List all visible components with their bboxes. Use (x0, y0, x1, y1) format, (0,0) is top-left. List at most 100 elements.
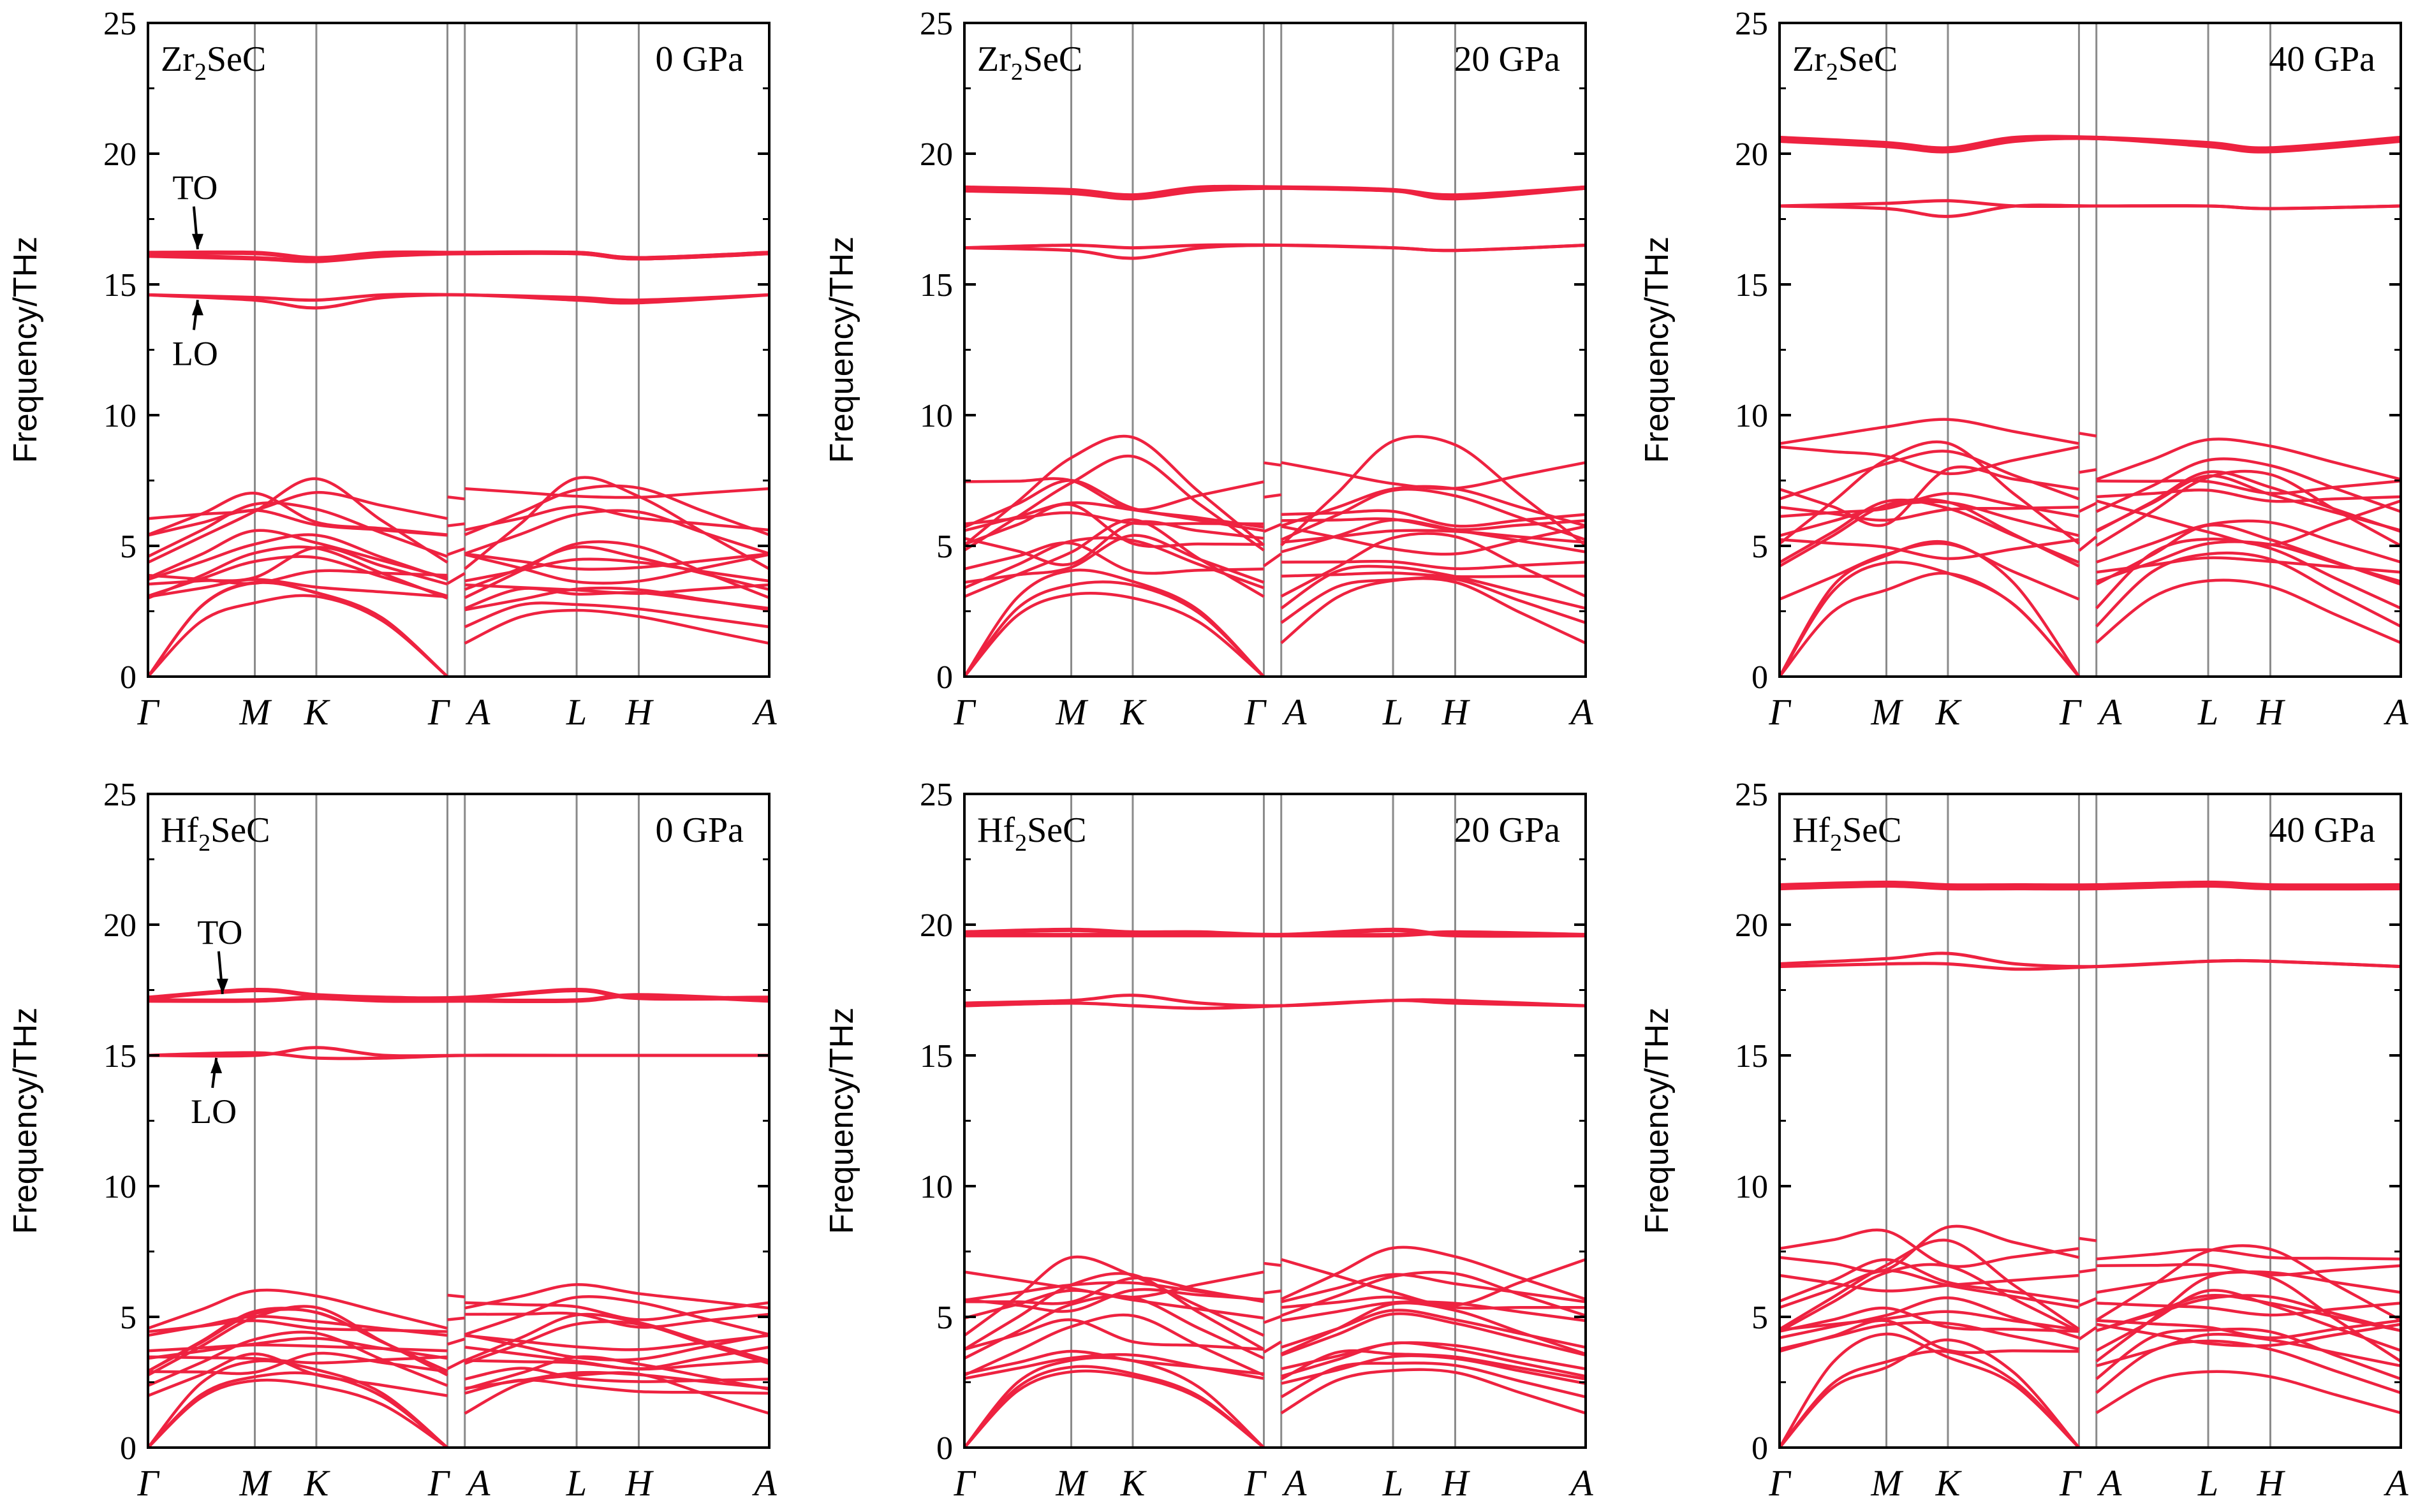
optical-band-to-b (147, 250, 770, 263)
phonon-branch (2078, 535, 2098, 552)
compound-element: Zr (977, 40, 1011, 79)
y-tick-label: 20 (103, 907, 136, 944)
compound-subscript: 2 (198, 830, 210, 856)
phonon-branch (1281, 461, 1586, 490)
y-tick-label: 5 (1751, 529, 1768, 565)
kpoint-label: M (1870, 1462, 1903, 1504)
optical-band-lo-b (964, 243, 1586, 253)
phonon-branch (1280, 1270, 1586, 1317)
optical-band-to (1779, 880, 2401, 888)
kpoint-label: H (625, 691, 654, 733)
phonon-branch (1281, 559, 1586, 571)
annotation-lo: LO (191, 1092, 237, 1131)
phonon-branch (464, 552, 770, 571)
y-axis-label: Frequency/THz (7, 237, 44, 463)
optical-band-to-b (964, 930, 1586, 938)
phonon-branch (464, 476, 770, 570)
kpoint-label: M (1055, 1462, 1088, 1504)
phonon-branch (1280, 1301, 1586, 1356)
plot-frame (147, 793, 770, 1449)
kpoint-label: A (1568, 1462, 1593, 1504)
phonon-branch (963, 1369, 1265, 1449)
phonon-branch (2078, 1326, 2098, 1341)
kpoint-label: M (239, 691, 272, 733)
kpoint-label: K (1935, 691, 1963, 733)
kpoint-label: H (1441, 1462, 1471, 1504)
y-tick-label: 20 (103, 136, 136, 173)
kpoint-label: Γ (427, 691, 450, 733)
plot-frame (1778, 793, 2402, 1449)
kpoint-label: A (2383, 1462, 2408, 1504)
y-tick-label: 5 (1751, 1300, 1768, 1336)
phonon-branch (447, 495, 466, 501)
phonon-branch (2078, 501, 2097, 513)
kpoint-label: K (304, 691, 331, 733)
y-tick-label: 25 (1735, 777, 1768, 813)
compound-element: Hf (161, 811, 198, 850)
phonon-branch (1281, 1258, 1586, 1307)
y-tick-label: 10 (920, 398, 953, 434)
kpoint-label: A (1568, 691, 1593, 733)
phonon-branch (2096, 556, 2401, 574)
phonon-branch (2096, 1248, 2401, 1261)
phonon-branch (1263, 552, 1283, 568)
pressure-label: 20 GPa (1454, 811, 1561, 850)
kpoint-label: A (465, 691, 490, 733)
phonon-branch (147, 581, 449, 678)
phonon-branch (1280, 576, 1586, 624)
y-tick-label: 25 (103, 6, 136, 42)
compound-subscript: 2 (195, 59, 207, 85)
kpoint-label: A (2097, 691, 2122, 733)
phonon-branch (1263, 522, 1282, 533)
phonon-branch (2095, 1370, 2401, 1414)
annotation-to: TO (172, 168, 218, 207)
phonon-branch (964, 520, 1264, 566)
compound-label: Zr2SeC (1792, 40, 1898, 85)
phonon-branch (964, 1313, 1265, 1377)
phonon-branch (1778, 1338, 2081, 1449)
phonon-branch (964, 477, 1264, 511)
phonon-branch (1779, 1306, 2079, 1333)
phonon-branch (1778, 1238, 2080, 1331)
phonon-branch (963, 434, 1265, 547)
kpoint-label: Γ (1769, 1462, 1792, 1504)
phonon-branch (1778, 539, 2081, 678)
phonon-branch (2095, 1244, 2402, 1322)
phonon-branch (1778, 1263, 2080, 1333)
phonon-branch (464, 586, 770, 612)
compound-label: Zr2SeC (977, 40, 1082, 85)
phonon-branch (147, 492, 448, 536)
phonon-branch (964, 1270, 1264, 1299)
phonon-branch (2096, 488, 2401, 503)
kpoint-label: Γ (2059, 691, 2082, 733)
phonon-branch (963, 454, 1265, 552)
y-tick-label: 20 (1735, 907, 1768, 944)
y-tick-label: 15 (1735, 267, 1768, 304)
phonon-branch (2096, 1302, 2401, 1317)
phonon-branch (1779, 445, 2079, 476)
phonon-branch (1779, 1269, 2079, 1309)
phonon-branch (464, 1301, 770, 1321)
compound-subscript: 2 (1015, 830, 1027, 856)
y-tick-label: 10 (1735, 1169, 1768, 1205)
kpoint-label: M (239, 1462, 272, 1504)
kpoint-label: Γ (137, 691, 160, 733)
phonon-branch (147, 1288, 448, 1330)
kpoint-label: A (2383, 691, 2408, 733)
compound-subscript: 2 (1011, 59, 1023, 85)
phonon-branch (1281, 509, 1586, 528)
compound-rest: SeC (1838, 40, 1898, 79)
optical-band-to-b (1779, 135, 2401, 154)
kpoint-label: H (1441, 691, 1471, 733)
phonon-branch (1280, 532, 1586, 598)
kpoint-label: A (751, 1462, 777, 1504)
annotation-arrowhead (191, 233, 203, 249)
phonon-branch (2095, 578, 2401, 644)
phonon-branch (464, 1283, 770, 1310)
phonon-branch (147, 1378, 448, 1449)
y-tick-label: 10 (103, 398, 136, 434)
phonon-branch (147, 1307, 448, 1373)
